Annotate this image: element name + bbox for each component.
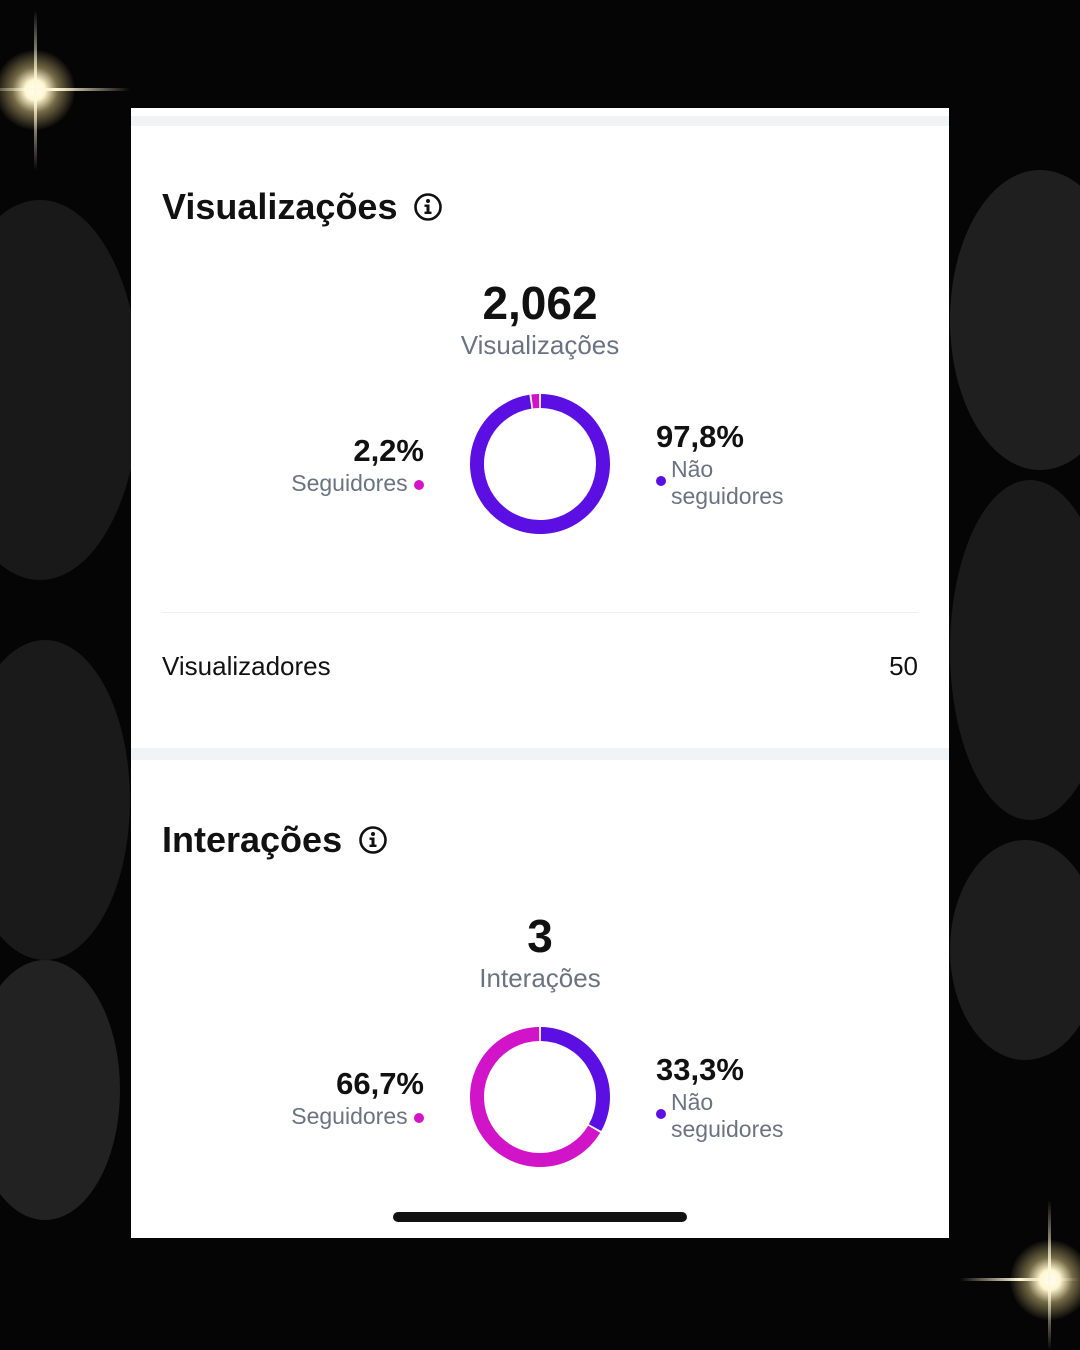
info-icon[interactable] bbox=[413, 192, 443, 222]
interactions-total: 3 bbox=[527, 910, 553, 962]
views-non-followers-label: Não seguidores bbox=[671, 456, 784, 509]
interactions-followers-label: Seguidores bbox=[291, 1103, 408, 1129]
background-shape bbox=[0, 640, 130, 960]
section-separator bbox=[131, 116, 949, 126]
interactions-non-followers-percent: 33,3% bbox=[656, 1052, 744, 1087]
followers-legend-dot bbox=[414, 1112, 424, 1123]
background-shape bbox=[950, 840, 1080, 1060]
background-shape bbox=[0, 200, 140, 580]
views-followers-percent: 2,2% bbox=[353, 433, 424, 468]
background-shape bbox=[950, 480, 1080, 820]
interactions-section-title: Interações bbox=[162, 819, 388, 861]
section-separator bbox=[131, 748, 949, 760]
interactions-total-label: Interações bbox=[479, 963, 601, 993]
insights-card: Visualizações 2,062 Visualizações 2,2% S… bbox=[131, 108, 949, 1238]
views-followers-stat: 2,2% Seguidores bbox=[291, 434, 424, 497]
background-shape bbox=[0, 960, 120, 1220]
views-donut-chart bbox=[470, 394, 610, 534]
views-total: 2,062 bbox=[482, 277, 598, 329]
lens-flare-ray bbox=[0, 88, 130, 91]
views-non-followers-percent: 97,8% bbox=[656, 419, 744, 454]
interactions-non-followers-slice bbox=[540, 1027, 610, 1132]
interactions-followers-stat: 66,7% Seguidores bbox=[291, 1067, 424, 1130]
non-followers-legend-dot bbox=[656, 1109, 666, 1119]
lens-flare-ray bbox=[960, 1278, 1080, 1281]
views-non-followers-slice bbox=[470, 394, 610, 534]
home-indicator[interactable] bbox=[393, 1212, 687, 1222]
interactions-followers-percent: 66,7% bbox=[336, 1066, 424, 1101]
interactions-non-followers-label: Não seguidores bbox=[671, 1089, 784, 1142]
views-section-title: Visualizações bbox=[162, 186, 443, 228]
views-title-text: Visualizações bbox=[162, 186, 398, 227]
non-followers-legend-dot bbox=[656, 476, 666, 486]
lens-flare-ray bbox=[1048, 1200, 1051, 1350]
interactions-donut-chart bbox=[470, 1027, 610, 1167]
views-followers-label: Seguidores bbox=[291, 470, 408, 496]
background-shape bbox=[950, 170, 1080, 470]
views-non-followers-stat: 97,8% Não seguidores bbox=[656, 420, 831, 510]
interactions-title-text: Interações bbox=[162, 819, 343, 860]
interactions-non-followers-stat: 33,3% Não seguidores bbox=[656, 1053, 831, 1143]
followers-legend-dot bbox=[414, 479, 424, 490]
views-total-label: Visualizações bbox=[460, 330, 620, 360]
divider bbox=[162, 612, 918, 613]
info-icon[interactable] bbox=[358, 825, 388, 855]
viewers-value: 50 bbox=[889, 651, 918, 681]
interactions-followers-slice bbox=[470, 1027, 601, 1167]
viewers-label: Visualizadores bbox=[162, 651, 331, 681]
lens-flare-ray bbox=[34, 10, 37, 170]
